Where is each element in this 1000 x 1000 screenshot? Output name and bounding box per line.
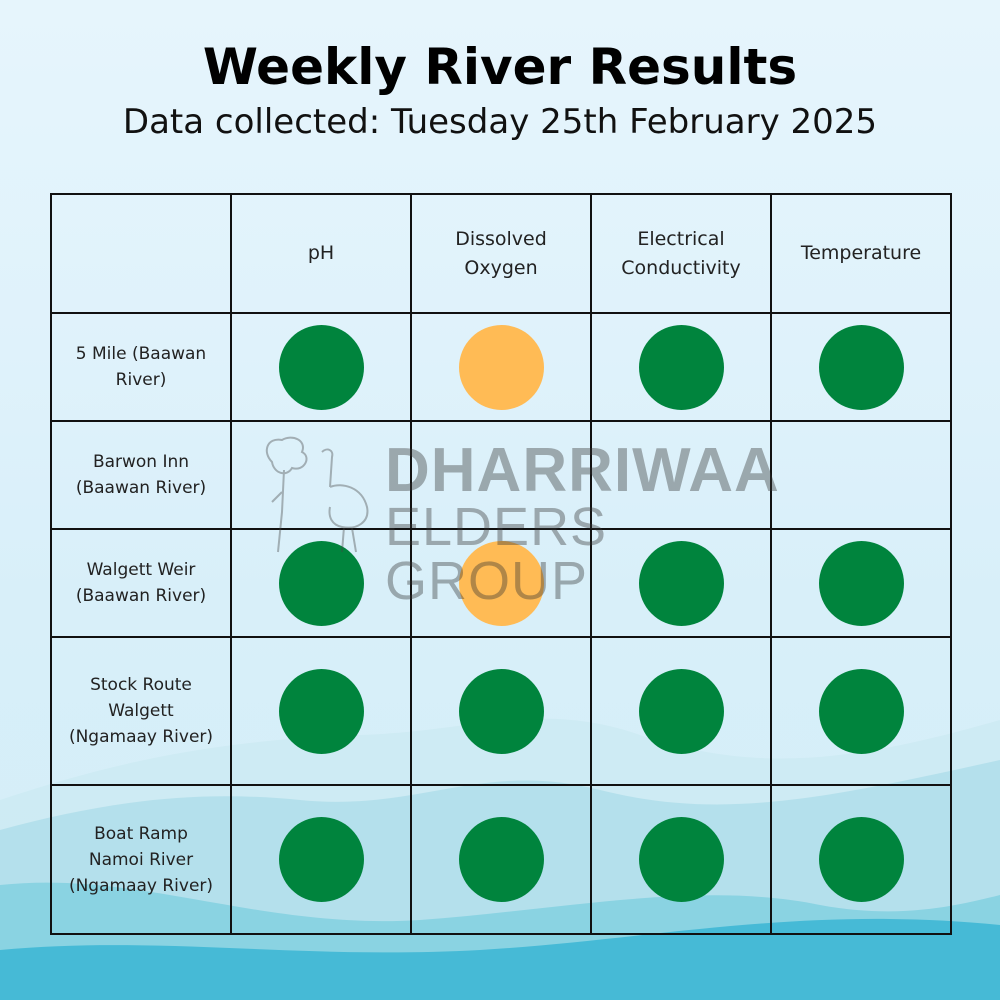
table-row: 5 Mile (Baawan River) <box>50 312 952 422</box>
column-header-dissolved-oxygen: Dissolved Oxygen <box>410 193 592 314</box>
site-name: Barwon Inn (Baawan River) <box>50 420 232 530</box>
table-row: Walgett Weir (Baawan River) <box>50 528 952 638</box>
result-cell <box>590 528 772 638</box>
corner-cell <box>50 193 232 314</box>
page-title: Weekly River Results <box>202 38 798 96</box>
result-cell <box>770 420 952 530</box>
result-cell <box>410 636 592 786</box>
page-subtitle: Data collected: Tuesday 25th February 20… <box>122 102 878 142</box>
status-dot-good <box>278 817 364 902</box>
result-cell <box>590 784 772 935</box>
status-dot-good <box>278 540 364 626</box>
result-cell <box>770 784 952 935</box>
result-cell <box>230 784 412 935</box>
result-cell <box>590 636 772 786</box>
table-row: Stock Route Walgett (Ngamaay River) <box>50 636 952 786</box>
result-cell <box>590 312 772 422</box>
status-dot-caution <box>458 324 544 410</box>
site-name: Boat Ramp Namoi River (Ngamaay River) <box>50 784 232 935</box>
status-dot-good <box>638 540 724 626</box>
status-dot-good <box>278 668 364 754</box>
status-dot-good <box>638 324 724 410</box>
column-header-electrical-conductivity: Electrical Conductivity <box>590 193 772 314</box>
result-cell <box>410 420 592 530</box>
status-dot-good <box>818 540 904 626</box>
site-name: Stock Route Walgett (Ngamaay River) <box>50 636 232 786</box>
result-cell <box>410 528 592 638</box>
status-dot-good <box>818 817 904 902</box>
result-cell <box>770 312 952 422</box>
table-row: Barwon Inn (Baawan River) <box>50 420 952 530</box>
header-row: pH Dissolved Oxygen Electrical Conductiv… <box>50 193 952 314</box>
site-name: Walgett Weir (Baawan River) <box>50 528 232 638</box>
result-cell <box>770 636 952 786</box>
result-cell <box>230 312 412 422</box>
status-dot-good <box>458 668 544 754</box>
status-dot-good <box>278 324 364 410</box>
status-dot-good <box>638 668 724 754</box>
status-dot-good <box>638 817 724 902</box>
result-cell <box>410 784 592 935</box>
status-dot-good <box>818 324 904 410</box>
result-cell <box>770 528 952 638</box>
result-cell <box>230 528 412 638</box>
results-table: pH Dissolved Oxygen Electrical Conductiv… <box>50 193 952 935</box>
result-cell <box>230 636 412 786</box>
status-dot-good <box>818 668 904 754</box>
status-dot-good <box>458 817 544 902</box>
table-row: Boat Ramp Namoi River (Ngamaay River) <box>50 784 952 935</box>
result-cell <box>590 420 772 530</box>
column-header-temperature: Temperature <box>770 193 952 314</box>
column-header-ph: pH <box>230 193 412 314</box>
result-cell <box>230 420 412 530</box>
wave-bottom <box>0 918 1000 1000</box>
status-dot-caution <box>458 540 544 626</box>
site-name: 5 Mile (Baawan River) <box>50 312 232 422</box>
result-cell <box>410 312 592 422</box>
